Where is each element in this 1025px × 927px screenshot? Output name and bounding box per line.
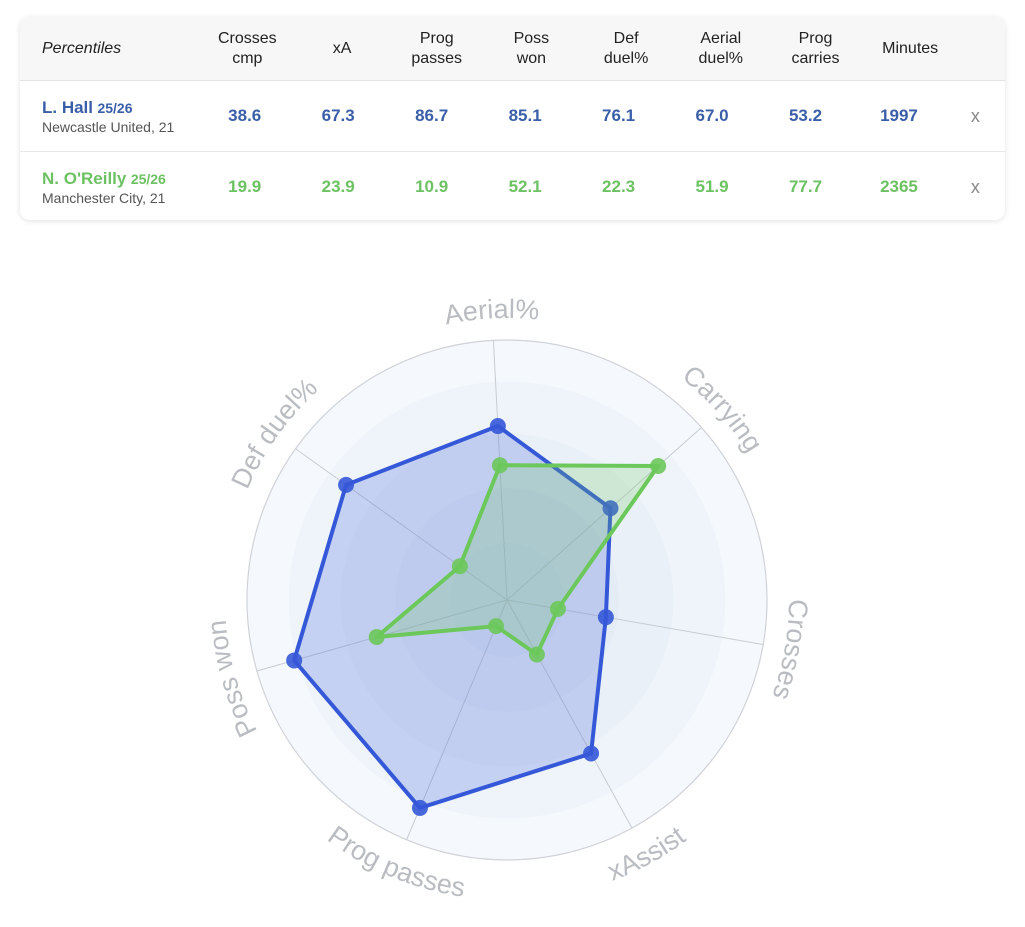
data-point — [597, 609, 614, 626]
stat-value: 51.9 — [695, 177, 729, 196]
axis-line — [506, 427, 702, 601]
stat-value: 1997 — [880, 106, 918, 125]
stat-value: 19.9 — [228, 177, 262, 196]
data-point — [411, 799, 428, 816]
table-title: Percentiles — [42, 39, 122, 57]
stat-value: 53.2 — [788, 106, 823, 125]
data-point — [650, 457, 667, 474]
column-header[interactable]: Minutes — [882, 39, 939, 57]
stat-value: 10.9 — [415, 177, 449, 196]
axis-line — [295, 448, 508, 601]
table-row: L. Hall 25/26 Newcastle United, 21 38.6 67.… — [20, 81, 1005, 152]
axis-label: Crosses — [767, 599, 814, 704]
remove-player-button[interactable]: x — [970, 105, 980, 126]
remove-player-button[interactable]: x — [970, 176, 980, 197]
data-point — [528, 646, 545, 663]
player-cell: N. O'Reilly 25/26 Manchester City, 21 — [20, 169, 198, 206]
data-point — [286, 652, 303, 669]
player-name[interactable]: N. O'Reilly — [42, 168, 127, 188]
column-header[interactable]: Prog carries — [791, 29, 840, 67]
data-point — [549, 600, 566, 617]
axis-line — [406, 599, 508, 841]
data-point — [368, 629, 385, 646]
stat-value: 38.6 — [228, 106, 262, 125]
series-area — [374, 463, 661, 657]
axis-line — [506, 599, 633, 829]
column-header[interactable]: Prog passes — [411, 29, 463, 67]
table-header: Percentiles Crosses cmp xA Prog passes Poss wo… — [20, 17, 1005, 81]
stat-value: 67.3 — [321, 106, 355, 125]
club-age: Newcastle United, 21 — [42, 118, 175, 135]
stat-value: 86.7 — [415, 106, 449, 125]
axis-line — [506, 599, 764, 646]
series-area — [292, 424, 613, 810]
column-header[interactable]: Crosses cmp — [218, 29, 277, 67]
club-age: Manchester City, 21 — [42, 189, 166, 206]
data-point — [451, 558, 468, 575]
column-header[interactable]: Poss won — [513, 29, 550, 67]
stat-value: 77.7 — [788, 177, 823, 196]
player-name[interactable]: L. Hall — [42, 97, 94, 117]
stat-value: 76.1 — [602, 106, 636, 125]
season: 25/26 — [130, 170, 166, 187]
data-point — [583, 745, 600, 762]
data-point — [491, 457, 508, 474]
season: 25/26 — [97, 99, 133, 116]
column-header[interactable]: Aerial duel% — [698, 29, 744, 67]
player-cell: L. Hall 25/26 Newcastle United, 21 — [20, 98, 198, 135]
stat-value: 2365 — [880, 177, 918, 196]
outer-ring — [246, 339, 768, 861]
data-point — [602, 500, 619, 517]
table-row: N. O'Reilly 25/26 Manchester City, 21 19.9… — [20, 152, 1005, 220]
stat-value: 85.1 — [508, 106, 542, 125]
data-point — [489, 418, 506, 435]
data-point — [488, 618, 505, 635]
stat-value: 22.3 — [602, 177, 636, 196]
stat-value: 23.9 — [321, 177, 355, 196]
axis-label: Aerial% — [442, 294, 541, 331]
data-point — [338, 476, 355, 493]
column-header[interactable]: xA — [332, 39, 352, 57]
column-header[interactable]: Def duel% — [603, 29, 649, 67]
percentiles-table: Percentiles Crosses cmp xA Prog passes Poss wo… — [20, 17, 1005, 220]
stat-value: 67.0 — [695, 106, 729, 125]
stat-value: 52.1 — [508, 177, 542, 196]
